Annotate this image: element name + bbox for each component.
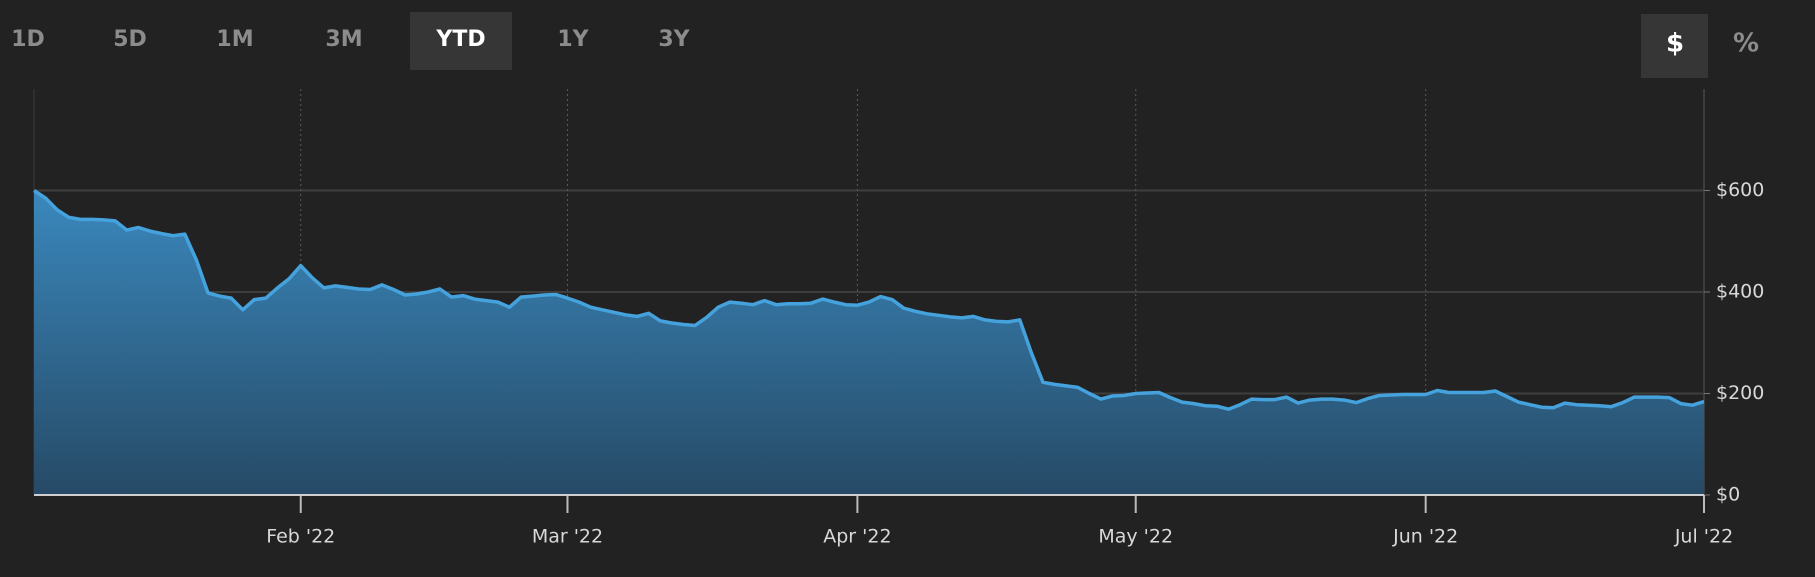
- y-tick-label: $200: [1716, 382, 1764, 404]
- y-tick-label: $400: [1716, 281, 1764, 303]
- range-button[interactable]: 3M: [325, 27, 362, 52]
- area: [34, 190, 1704, 495]
- range-button[interactable]: 5D: [113, 27, 147, 52]
- x-tick-label: May '22: [1098, 526, 1173, 548]
- x-tick-label: Mar '22: [532, 526, 603, 548]
- range-button[interactable]: YTD: [435, 27, 485, 52]
- x-tick-label: Jun '22: [1392, 526, 1458, 548]
- x-tick-label: Apr '22: [823, 526, 891, 548]
- unit-button-bg: [1641, 14, 1708, 78]
- unit-button[interactable]: %: [1733, 29, 1759, 59]
- x-tick-label: Jul '22: [1674, 526, 1733, 548]
- line: [33, 189, 1705, 411]
- unit-button[interactable]: $: [1666, 29, 1684, 59]
- range-button[interactable]: 1D: [11, 27, 45, 52]
- range-button-bg: [410, 12, 512, 70]
- range-button[interactable]: 1M: [216, 27, 253, 52]
- y-tick-label: $0: [1716, 484, 1740, 506]
- y-tick-label: $600: [1716, 179, 1764, 201]
- x-tick-label: Feb '22: [266, 526, 335, 548]
- range-button[interactable]: 1Y: [557, 27, 589, 52]
- range-button[interactable]: 3Y: [658, 27, 690, 52]
